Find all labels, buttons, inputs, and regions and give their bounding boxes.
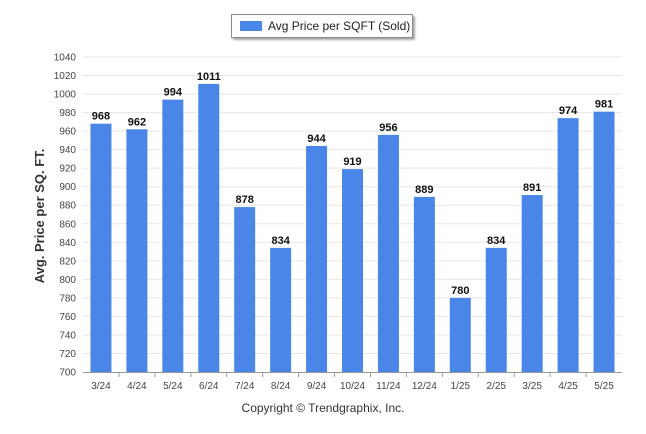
- y-tick-label: 960: [59, 127, 76, 138]
- data-label: 994: [164, 87, 183, 99]
- data-label: 962: [128, 116, 146, 128]
- y-tick-label: 780: [59, 293, 76, 304]
- y-tick-label: 860: [59, 219, 76, 230]
- data-label: 944: [307, 133, 326, 145]
- bar: [270, 247, 292, 372]
- y-tick-label: 800: [59, 275, 76, 286]
- bar: [485, 247, 507, 372]
- x-tick-label: 8/24: [271, 381, 291, 392]
- data-label: 981: [595, 99, 613, 111]
- y-tick-label: 700: [59, 368, 76, 379]
- legend-label: Avg Price per SQFT (Sold): [268, 19, 411, 33]
- data-label: 956: [379, 122, 397, 134]
- data-label: 974: [559, 105, 578, 117]
- x-tick-label: 2/25: [486, 381, 506, 392]
- bar: [126, 129, 148, 372]
- x-axis-ticks: 3/24 4/24 5/24 6/24 7/24 8/24 9/24 10/24 11/24 12…: [91, 372, 614, 392]
- copyright-text: Copyright © Trendgraphix, Inc.: [241, 401, 405, 415]
- data-label: 1011: [197, 71, 221, 83]
- y-tick-label: 940: [59, 145, 76, 156]
- bar: [162, 99, 184, 372]
- y-axis-label: Avg. Price per SQ. FT.: [32, 149, 47, 284]
- bar: [306, 145, 328, 372]
- x-tick-label: 9/24: [307, 381, 327, 392]
- data-label: 919: [343, 156, 361, 168]
- data-label: 878: [236, 194, 254, 206]
- bar: [413, 196, 435, 372]
- y-tick-label: 720: [59, 349, 76, 360]
- x-tick-label: 11/24: [376, 381, 401, 392]
- bar: [377, 134, 399, 372]
- data-label: 780: [451, 285, 469, 297]
- x-tick-label: 6/24: [199, 381, 219, 392]
- y-tick-label: 840: [59, 238, 76, 249]
- bar: [342, 169, 363, 372]
- y-tick-label: 740: [59, 330, 76, 341]
- y-tick-label: 1040: [54, 53, 77, 64]
- y-tick-label: 1000: [54, 90, 77, 101]
- data-label: 889: [415, 184, 433, 196]
- y-tick-label: 760: [59, 312, 76, 323]
- data-label: 834: [487, 235, 506, 247]
- x-tick-label: 1/25: [451, 381, 471, 392]
- y-tick-label: 900: [59, 182, 76, 193]
- x-tick-label: 3/25: [522, 381, 542, 392]
- x-tick-label: 10/24: [340, 381, 365, 392]
- y-tick-label: 820: [59, 256, 76, 267]
- bar: [449, 297, 471, 372]
- x-tick-label: 4/24: [127, 381, 147, 392]
- bars: [90, 83, 615, 373]
- y-tick-label: 920: [59, 164, 76, 175]
- bar: [521, 195, 543, 372]
- y-axis-ticks: 700 720 740 760 780 800 820 840 860 880 900 920 940 9…: [54, 53, 77, 379]
- x-tick-label: 3/24: [91, 381, 111, 392]
- x-tick-label: 4/25: [558, 381, 578, 392]
- bar: [198, 83, 220, 372]
- y-tick-label: 1020: [54, 71, 77, 82]
- data-label: 968: [92, 111, 110, 123]
- legend-swatch: [240, 21, 262, 31]
- x-tick-label: 12/24: [412, 381, 437, 392]
- bar: [234, 207, 256, 372]
- data-label: 891: [523, 182, 541, 194]
- x-tick-label: 7/24: [235, 381, 255, 392]
- y-tick-label: 880: [59, 201, 76, 212]
- bar: [557, 118, 579, 372]
- x-tick-label: 5/25: [594, 381, 614, 392]
- x-tick-label: 5/24: [163, 381, 183, 392]
- bar: [90, 123, 112, 373]
- y-tick-label: 980: [59, 108, 76, 119]
- data-labels: 968 962 994 1011 878 834 944 919 956 889 780 834 891…: [92, 71, 613, 297]
- legend: Avg Price per SQFT (Sold): [231, 14, 413, 38]
- data-label: 834: [271, 235, 290, 247]
- bar: [593, 111, 615, 372]
